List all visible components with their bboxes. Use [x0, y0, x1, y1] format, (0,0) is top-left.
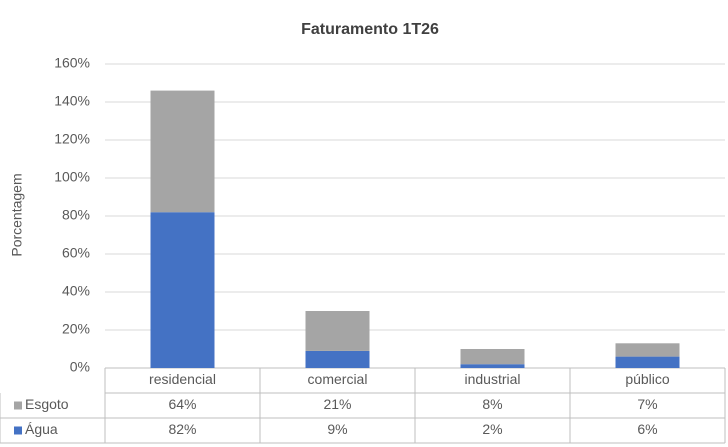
y-axis-label: Porcentagem: [9, 173, 25, 256]
y-tick-label: 0%: [70, 359, 90, 375]
x-tick-label: público: [625, 371, 670, 387]
bar-segment: [460, 349, 525, 365]
bar-segment: [615, 343, 680, 357]
bar-segment: [305, 350, 370, 368]
y-tick-label: 60%: [62, 245, 90, 261]
data-label: 6%: [637, 421, 657, 437]
y-tick-label: 100%: [54, 169, 90, 185]
legend-swatch: [14, 401, 22, 410]
x-tick-label: residencial: [149, 371, 216, 387]
legend-label: Água: [25, 421, 58, 437]
data-label: 9%: [327, 421, 347, 437]
data-label: 82%: [168, 421, 196, 437]
x-tick-label: comercial: [308, 371, 368, 387]
bar-segment: [460, 364, 525, 368]
data-label: 2%: [482, 421, 502, 437]
data-label: 21%: [323, 396, 351, 412]
bar-segment: [615, 356, 680, 368]
bar-segment: [150, 90, 215, 213]
bar-segment: [305, 311, 370, 351]
legend-label: Esgoto: [25, 396, 69, 412]
y-tick-label: 20%: [62, 321, 90, 337]
y-tick-label: 80%: [62, 207, 90, 223]
legend-swatch: [14, 426, 22, 435]
chart-title: Faturamento 1T26: [301, 21, 439, 38]
y-tick-label: 140%: [54, 93, 90, 109]
y-tick-label: 40%: [62, 283, 90, 299]
y-tick-label: 160%: [54, 55, 90, 71]
data-label: 64%: [168, 396, 196, 412]
data-label: 7%: [637, 396, 657, 412]
bar-segment: [150, 212, 215, 368]
x-tick-label: industrial: [464, 371, 520, 387]
y-tick-label: 120%: [54, 131, 90, 147]
data-label: 8%: [482, 396, 502, 412]
